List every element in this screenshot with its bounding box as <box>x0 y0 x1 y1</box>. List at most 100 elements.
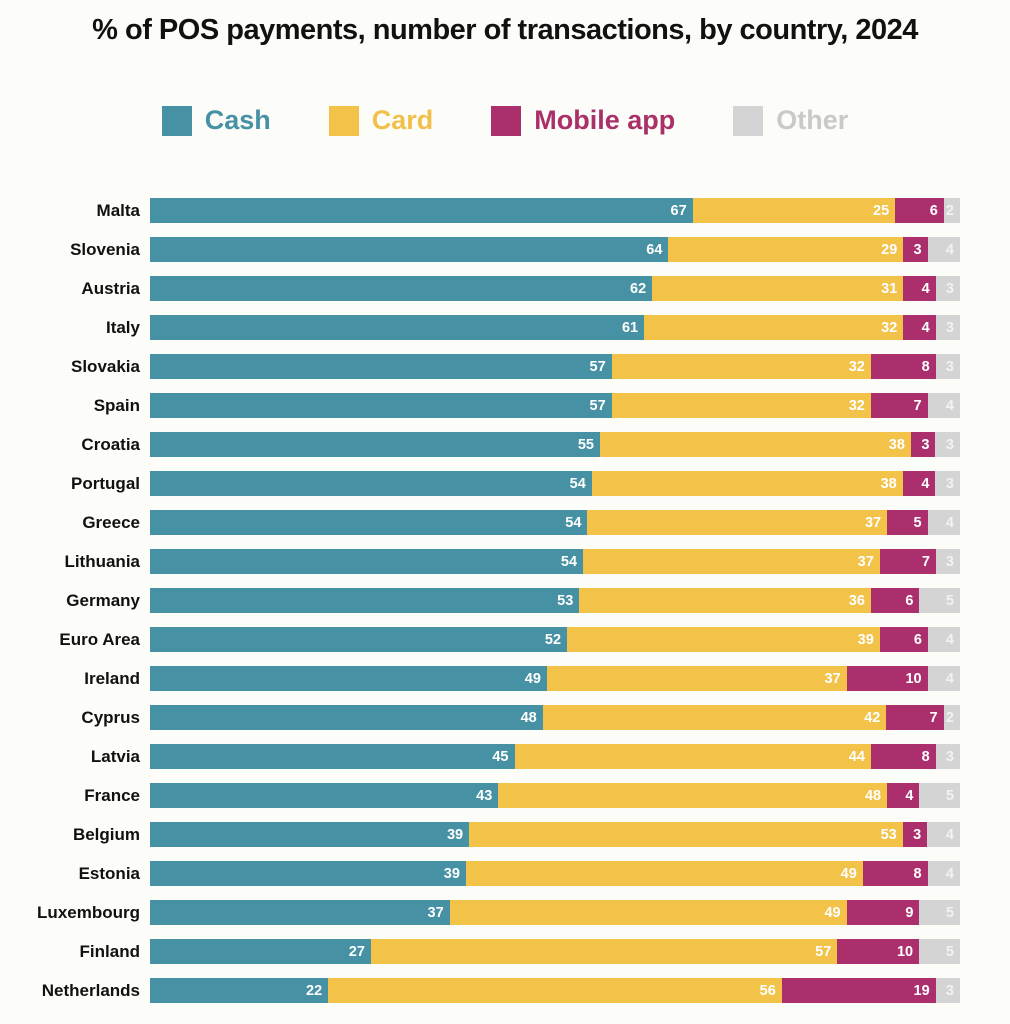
country-label: Luxembourg <box>37 902 140 922</box>
segment-other: 3 <box>935 471 960 496</box>
segment-value: 37 <box>857 553 874 570</box>
segment-mobile-app: 4 <box>887 783 920 808</box>
segment-value: 29 <box>881 241 898 258</box>
segment-value: 55 <box>577 436 594 453</box>
segment-value: 3 <box>913 241 922 258</box>
segment-value: 6 <box>905 592 914 609</box>
segment-value: 54 <box>565 514 582 531</box>
chart-row: Portugal 54 38 4 3 <box>0 471 960 496</box>
country-label: Belgium <box>72 824 140 844</box>
segment-cash: 55 <box>150 432 600 457</box>
stacked-bar: 27 57 10 5 <box>150 939 960 964</box>
segment-cash: 62 <box>150 276 653 301</box>
segment-value: 4 <box>945 631 954 648</box>
country-label: Netherlands <box>41 980 140 1000</box>
segment-other: 4 <box>927 666 960 691</box>
segment-value: 7 <box>929 709 938 726</box>
chart-row: Netherlands 22 56 19 3 <box>0 978 960 1003</box>
segment-other: 3 <box>935 549 960 574</box>
segment-value: 2 <box>945 202 954 219</box>
chart-row: Luxembourg 37 49 9 5 <box>0 900 960 925</box>
segment-value: 22 <box>306 982 323 999</box>
legend-label-cash: Cash <box>204 105 271 135</box>
segment-card: 44 <box>514 744 871 769</box>
segment-value: 62 <box>630 280 647 297</box>
country-label: Lithuania <box>64 551 140 571</box>
country-label: Germany <box>66 590 140 610</box>
legend-label-other: Other <box>776 105 849 135</box>
country-label: Portugal <box>71 473 140 493</box>
chart-row: Estonia 39 49 8 4 <box>0 861 960 886</box>
segment-value: 32 <box>848 397 865 414</box>
country-label: Estonia <box>78 863 140 883</box>
segment-value: 53 <box>557 592 574 609</box>
chart-row: Spain 57 32 7 4 <box>0 393 960 418</box>
segment-card: 49 <box>449 900 847 925</box>
segment-value: 7 <box>913 397 922 414</box>
segment-value: 4 <box>945 670 954 687</box>
chart-row: Belgium 39 53 3 4 <box>0 822 960 847</box>
segment-card: 29 <box>668 237 904 262</box>
segment-value: 5 <box>945 787 954 804</box>
segment-other: 4 <box>927 237 960 262</box>
stacked-bar: 67 25 6 2 <box>150 198 960 223</box>
segment-other: 5 <box>919 588 960 613</box>
segment-value: 54 <box>569 475 586 492</box>
segment-value: 67 <box>670 202 687 219</box>
legend-item-card: Card <box>328 105 433 136</box>
stacked-bar: 54 38 4 3 <box>150 471 960 496</box>
segment-card: 42 <box>542 705 887 730</box>
legend-item-other: Other <box>733 105 848 136</box>
segment-value: 3 <box>945 358 954 375</box>
segment-value: 10 <box>896 943 914 960</box>
segment-mobile-app: 8 <box>870 354 936 379</box>
segment-mobile-app: 6 <box>895 198 944 223</box>
legend-label-mobile-app: Mobile app <box>534 105 676 135</box>
segment-value: 56 <box>759 982 776 999</box>
segment-value: 42 <box>864 709 881 726</box>
segment-value: 45 <box>492 748 509 765</box>
segment-value: 54 <box>560 553 578 570</box>
chart-row: Latvia 45 44 8 3 <box>0 744 960 769</box>
country-label: Finland <box>79 941 140 961</box>
stacked-bar: 57 32 7 4 <box>150 393 960 418</box>
segment-value: 6 <box>913 631 922 648</box>
segment-value: 39 <box>443 865 460 882</box>
stacked-bar: 53 36 6 5 <box>150 588 960 613</box>
segment-card: 57 <box>370 939 838 964</box>
stacked-bar: 22 56 19 3 <box>150 978 960 1003</box>
stacked-bar: 54 37 7 3 <box>150 549 960 574</box>
country-label: Slovakia <box>71 356 140 376</box>
chart-row: Ireland 49 37 10 4 <box>0 666 960 691</box>
segment-value: 25 <box>873 202 890 219</box>
segment-value: 32 <box>881 319 898 336</box>
segment-other: 4 <box>927 627 960 652</box>
segment-other: 4 <box>927 861 960 886</box>
segment-cash: 57 <box>150 354 612 379</box>
segment-value: 53 <box>880 826 897 843</box>
segment-value: 37 <box>427 904 444 921</box>
segment-mobile-app: 8 <box>862 861 928 886</box>
segment-cash: 53 <box>150 588 580 613</box>
segment-cash: 54 <box>150 510 588 535</box>
segment-cash: 22 <box>150 978 329 1003</box>
segment-other: 3 <box>935 744 960 769</box>
segment-mobile-app: 7 <box>879 549 936 574</box>
segment-other: 3 <box>935 432 960 457</box>
stacked-bar: 45 44 8 3 <box>150 744 960 769</box>
chart-row: Malta 67 25 6 2 <box>0 198 960 223</box>
segment-other: 4 <box>927 822 960 847</box>
segment-other: 3 <box>935 276 960 301</box>
stacked-bar: 61 32 4 3 <box>150 315 960 340</box>
segment-other: 2 <box>943 198 960 223</box>
segment-value: 6 <box>929 202 938 219</box>
segment-value: 3 <box>945 982 954 999</box>
country-label: Slovenia <box>70 239 140 259</box>
segment-card: 38 <box>591 471 903 496</box>
segment-other: 2 <box>943 705 960 730</box>
country-label: Croatia <box>81 434 140 454</box>
segment-cash: 61 <box>150 315 645 340</box>
segment-value: 31 <box>881 280 898 297</box>
segment-cash: 67 <box>150 198 693 223</box>
chart-row: Lithuania 54 37 7 3 <box>0 549 960 574</box>
